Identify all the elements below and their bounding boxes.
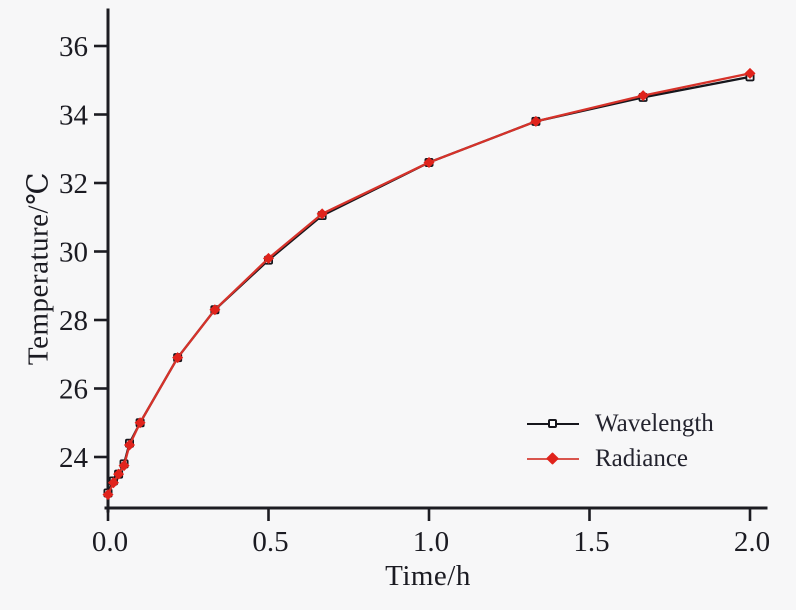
radiance-data-point <box>102 489 114 501</box>
radiance-data-point <box>262 252 275 264</box>
radiance-data-point <box>637 90 649 102</box>
x-tick-label: 1.0 <box>413 526 449 558</box>
y-tick-label: 26 <box>59 374 88 406</box>
y-tick-label: 34 <box>59 100 89 132</box>
radiance-data-point <box>209 304 221 316</box>
tick-labels: 24 26 28 30 32 34 36 0.0 0.5 1.0 1.5 2.0 <box>59 31 770 558</box>
x-axis-title-text: Time/h <box>385 560 471 592</box>
y-tick-label: 28 <box>59 305 88 337</box>
chart-legend: Wavelength Radiance <box>527 406 714 476</box>
radiance-data-point <box>123 439 136 451</box>
x-tick-label: 2.0 <box>734 526 770 558</box>
y-tick-label: 36 <box>59 31 88 63</box>
filled-diamond-marker-icon <box>546 452 559 465</box>
radiance-data-point <box>530 115 542 127</box>
y-axis-title: Temperature/℃ <box>22 171 55 366</box>
legend-label-radiance: Radiance <box>595 444 689 472</box>
open-square-marker-icon <box>548 419 557 428</box>
axes <box>104 8 768 513</box>
radiance-data-point <box>134 417 146 429</box>
axis-ticks <box>94 44 752 521</box>
y-tick-label: 30 <box>59 237 88 269</box>
x-tick-label: 0.0 <box>92 526 128 558</box>
legend-label-wavelength: Wavelength <box>595 409 714 437</box>
radiance-data-point <box>113 468 125 480</box>
radiance-data-point <box>107 477 119 489</box>
radiance-data-point <box>316 208 328 220</box>
y-tick-label: 24 <box>59 442 89 474</box>
radiance-data-point <box>423 156 435 168</box>
y-tick-label: 32 <box>59 168 88 200</box>
radiance-data-point <box>118 460 130 472</box>
legend-entry-wavelength: Wavelength <box>527 406 714 441</box>
radiance-data-point <box>172 352 184 364</box>
radiance-line-swatch <box>527 452 579 466</box>
legend-entry-radiance: Radiance <box>527 441 714 476</box>
x-tick-label: 1.5 <box>573 526 609 558</box>
radiance-data-point <box>744 67 756 79</box>
series-radiance <box>102 67 756 501</box>
x-tick-label: 0.5 <box>252 526 288 558</box>
wavelength-line-swatch <box>527 417 579 431</box>
